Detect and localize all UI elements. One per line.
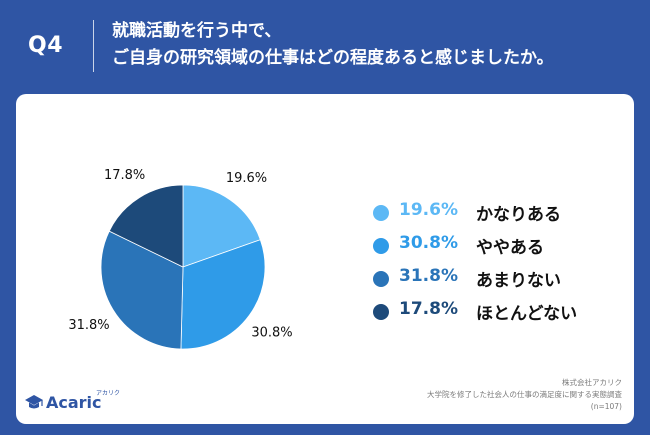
sample-size: (n=107)	[590, 402, 622, 411]
legend-dot	[373, 304, 389, 320]
question-line-2: ご自身の研究領域の仕事はどの程度あると感じましたか。	[112, 48, 554, 68]
slice-hardly-any	[108, 184, 184, 268]
question-number: Q4	[28, 33, 64, 58]
header-divider	[93, 20, 94, 72]
slice-value-label: 31.8%	[68, 318, 109, 333]
question-text: 就職活動を行う中で、 ご自身の研究領域の仕事はどの程度あると感じましたか。	[112, 18, 554, 72]
legend-percent: 19.6%	[399, 200, 458, 220]
pie-chart: 19.6% 30.8% 31.8% 17.8%	[68, 168, 293, 350]
legend-item: 30.8% ややある	[373, 231, 613, 264]
source-note: 株式会社アカリク 大学院を修了した社会人の仕事の満足度に関する実態調査 (n=1…	[302, 377, 622, 413]
legend-label: あまりない	[476, 271, 561, 291]
legend-label: かなりある	[476, 205, 561, 225]
legend-item: 19.6% かなりある	[373, 198, 613, 231]
slice-value-label: 17.8%	[104, 168, 145, 183]
slice-value-label: 30.8%	[251, 326, 292, 341]
legend-item: 31.8% あまりない	[373, 264, 613, 297]
logo-kana: アカリク	[96, 390, 121, 397]
legend-label: ほとんどない	[476, 304, 578, 324]
question-line-1: 就職活動を行う中で、	[112, 21, 282, 41]
chart-card: 19.6% 30.8% 31.8% 17.8% 19.6% かなりある 30.8% や…	[16, 94, 634, 424]
slice-somewhat	[180, 239, 266, 350]
source-company: 株式会社アカリク	[562, 378, 622, 387]
slice-not-many	[100, 230, 184, 350]
logo-text: Acaric	[46, 393, 102, 412]
legend-percent: 17.8%	[399, 299, 458, 319]
legend-dot	[373, 271, 389, 287]
legend-dot	[373, 238, 389, 254]
legend-label: ややある	[476, 238, 544, 258]
graduation-cap-icon	[25, 395, 43, 409]
acaric-logo: Acaric アカリク	[24, 390, 134, 416]
legend-percent: 31.8%	[399, 266, 458, 286]
slice-value-label: 19.6%	[226, 171, 267, 186]
legend-item: 17.8% ほとんどない	[373, 297, 613, 330]
legend-percent: 30.8%	[399, 233, 458, 253]
legend-dot	[373, 205, 389, 221]
header: Q4 就職活動を行う中で、 ご自身の研究領域の仕事はどの程度あると感じましたか。	[0, 0, 650, 90]
source-survey: 大学院を修了した社会人の仕事の満足度に関する実態調査	[427, 390, 622, 399]
legend: 19.6% かなりある 30.8% ややある 31.8% あまりない 17.8%…	[373, 198, 613, 330]
